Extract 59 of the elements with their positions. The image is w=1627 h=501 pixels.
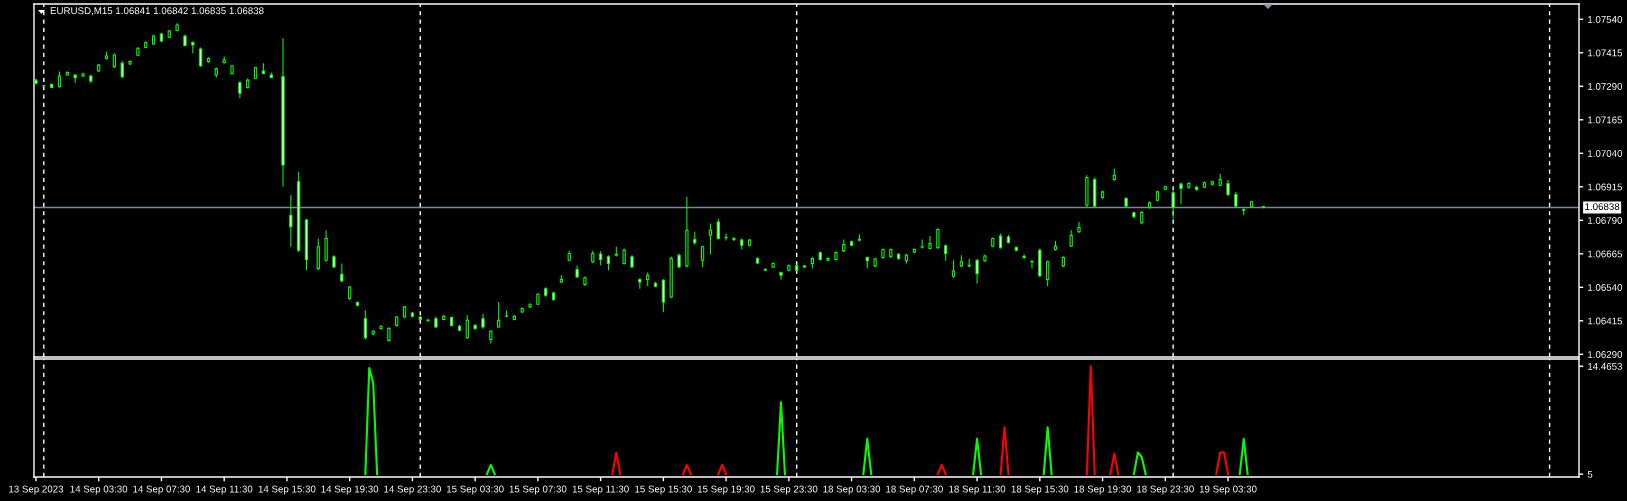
y-tick-label: 14.4653 [1588, 362, 1623, 370]
candlestick [316, 238, 320, 271]
y-tick-label: 1.07290 [1588, 83, 1623, 90]
x-tick-label: 14 Sep 23:30 [384, 485, 441, 495]
candlestick [779, 271, 783, 281]
candlestick [661, 278, 665, 313]
candlestick [1030, 259, 1034, 270]
y-tick-label: 1.07165 [1588, 116, 1623, 124]
candlestick [1077, 221, 1081, 234]
candlestick [426, 318, 430, 323]
candlestick [826, 256, 830, 263]
x-tick-label: 15 Sep 03:30 [446, 485, 504, 495]
y-tick-label: 1.06540 [1588, 284, 1623, 291]
y-tick-label: 1.07040 [1588, 150, 1623, 157]
candlestick [289, 194, 293, 248]
candlestick [716, 217, 720, 241]
candlestick [363, 309, 367, 341]
candlestick [497, 301, 501, 329]
y-tick-label: 1.06665 [1588, 250, 1623, 258]
candlestick [379, 324, 383, 331]
x-tick-label: 14 Sep 15:30 [258, 485, 316, 495]
x-tick-label: 14 Sep 03:30 [70, 485, 128, 495]
y-tick-label: 1.06290 [1588, 351, 1623, 358]
x-tick-label: 18 Sep 19:30 [1074, 485, 1132, 495]
candlestick [928, 235, 932, 250]
candlestick [708, 223, 713, 255]
candlestick [1046, 259, 1050, 287]
candlestick [324, 229, 328, 263]
y-tick-label: 1.06790 [1588, 217, 1623, 224]
x-tick-label: 18 Sep 23:30 [1137, 485, 1194, 495]
x-tick-label: 15 Sep 07:30 [509, 485, 567, 495]
ref-line-label: 1.06838 [1585, 203, 1620, 211]
candlestick [199, 46, 203, 68]
candlestick [724, 232, 728, 241]
candlestick [340, 262, 344, 283]
candlestick [732, 236, 736, 242]
candlestick [975, 258, 979, 285]
x-tick-label: 13 Sep 2023 [9, 485, 64, 495]
candlestick [1022, 254, 1026, 260]
y-tick-label: 1.06415 [1588, 317, 1623, 325]
y-tick-label: 1.07415 [1588, 49, 1623, 57]
x-tick-label: 15 Sep 11:30 [572, 485, 629, 495]
x-tick-label: 18 Sep 15:30 [1011, 485, 1069, 495]
candlestick [936, 227, 940, 250]
x-tick-label: 15 Sep 23:30 [760, 485, 818, 495]
candlestick [465, 314, 469, 340]
x-tick-label: 18 Sep 11:30 [949, 485, 1006, 495]
chart-title: EURUSD,M15 1.06841 1.06842 1.06835 1.06838 [50, 7, 264, 16]
x-tick-label: 14 Sep 11:30 [196, 485, 253, 495]
x-tick-label: 15 Sep 19:30 [697, 485, 755, 495]
y-tick-label: 5 [1587, 470, 1593, 478]
x-tick-label: 18 Sep 03:30 [823, 485, 881, 495]
x-tick-label: 19 Sep 03:30 [1199, 485, 1257, 495]
x-tick-label: 14 Sep 19:30 [321, 485, 379, 495]
y-tick-label: 1.06915 [1588, 183, 1623, 191]
y-tick-label: 1.07540 [1588, 16, 1623, 23]
x-tick-label: 15 Sep 15:30 [635, 485, 692, 495]
x-tick-label: 18 Sep 07:30 [886, 485, 943, 495]
x-tick-label: 14 Sep 07:30 [133, 485, 190, 495]
